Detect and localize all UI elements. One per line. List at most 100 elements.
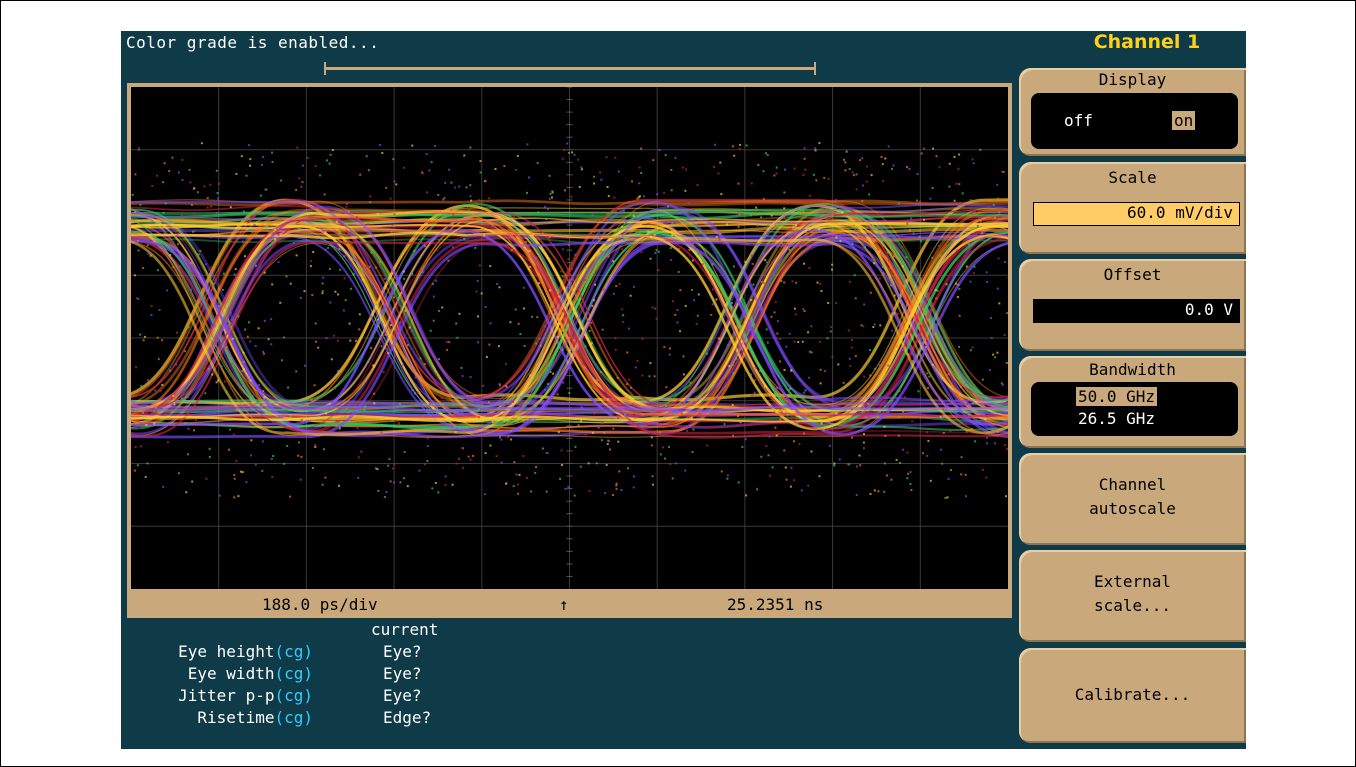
measurement-suffix: (cg)	[274, 642, 313, 661]
noise-speck	[916, 272, 919, 275]
noise-speck	[499, 436, 501, 439]
noise-speck	[335, 220, 338, 223]
noise-speck	[616, 376, 619, 379]
noise-speck	[865, 165, 868, 168]
display-on-option[interactable]: on	[1172, 111, 1196, 130]
external-scale-softkey[interactable]: External scale...	[1019, 550, 1246, 642]
noise-speck	[545, 217, 548, 220]
noise-speck	[779, 338, 782, 341]
trigger-position-marker[interactable]: ↑	[559, 595, 569, 614]
noise-speck	[599, 370, 602, 373]
noise-speck	[637, 196, 640, 199]
measurement-row[interactable]: Eye height(cg) Eye?	[121, 641, 421, 663]
noise-speck	[523, 260, 526, 263]
noise-speck	[785, 478, 788, 481]
noise-speck	[364, 266, 367, 268]
noise-speck	[971, 346, 974, 349]
noise-speck	[182, 332, 185, 335]
channel-autoscale-softkey[interactable]: Channel autoscale	[1019, 453, 1246, 545]
scale-field[interactable]: 60.0 mV/div	[1033, 202, 1240, 226]
noise-speck	[969, 199, 972, 202]
noise-speck	[793, 340, 796, 343]
noise-speck	[559, 477, 562, 480]
noise-speck	[668, 353, 671, 356]
noise-speck	[517, 483, 519, 486]
noise-speck	[475, 290, 478, 293]
noise-speck	[175, 401, 178, 404]
noise-speck	[874, 348, 877, 351]
noise-speck	[155, 406, 158, 409]
noise-speck	[874, 367, 877, 370]
bandwidth-softkey[interactable]: Bandwidth 50.0 GHz 26.5 GHz	[1019, 356, 1246, 448]
bandwidth-option-selected[interactable]: 50.0 GHz	[1076, 387, 1158, 406]
noise-speck	[463, 403, 466, 406]
offset-field[interactable]: 0.0 V	[1033, 299, 1240, 323]
measurement-row[interactable]: Jitter p-p(cg) Eye?	[121, 685, 421, 707]
noise-speck	[839, 239, 842, 242]
noise-speck	[456, 336, 459, 339]
noise-speck	[512, 485, 515, 487]
offset-softkey[interactable]: Offset 0.0 V	[1019, 259, 1246, 351]
noise-speck	[919, 200, 921, 203]
noise-speck	[863, 375, 866, 378]
noise-speck	[346, 202, 348, 205]
noise-speck	[691, 369, 694, 372]
noise-speck	[228, 448, 230, 451]
noise-speck	[948, 400, 951, 403]
noise-speck	[953, 199, 956, 202]
noise-speck	[328, 162, 331, 165]
noise-speck	[728, 317, 731, 320]
noise-speck	[671, 234, 674, 237]
display-softkey[interactable]: Display off on	[1019, 68, 1246, 156]
noise-speck	[277, 214, 280, 217]
noise-speck	[565, 339, 568, 342]
noise-speck	[898, 416, 901, 419]
noise-speck	[469, 146, 472, 149]
noise-speck	[904, 280, 907, 283]
noise-speck	[595, 462, 598, 465]
noise-speck	[354, 370, 357, 373]
display-toggle[interactable]: off on	[1031, 93, 1238, 149]
noise-speck	[470, 199, 473, 202]
noise-speck	[435, 373, 437, 376]
noise-speck	[701, 263, 704, 266]
display-off-option[interactable]: off	[1064, 111, 1093, 130]
noise-speck	[745, 144, 748, 147]
noise-speck	[568, 337, 571, 339]
noise-speck	[985, 271, 988, 274]
noise-speck	[567, 485, 570, 488]
noise-speck	[719, 161, 722, 164]
noise-speck	[736, 415, 739, 418]
noise-speck	[233, 496, 236, 499]
noise-speck	[773, 174, 776, 177]
noise-speck	[920, 337, 923, 340]
measurement-row[interactable]: Risetime(cg) Edge?	[121, 707, 431, 729]
noise-speck	[193, 313, 196, 316]
autoscale-label-line2: autoscale	[1089, 499, 1176, 518]
noise-speck	[878, 375, 881, 378]
noise-speck	[242, 368, 245, 370]
noise-speck	[659, 453, 662, 456]
noise-speck	[844, 161, 847, 164]
noise-speck	[321, 290, 324, 293]
noise-speck	[842, 381, 845, 384]
noise-speck	[250, 454, 252, 457]
calibrate-softkey[interactable]: Calibrate...	[1019, 648, 1246, 743]
measurement-row[interactable]: Eye width(cg) Eye?	[121, 663, 422, 685]
noise-speck	[882, 272, 885, 275]
noise-speck	[937, 395, 940, 398]
scale-softkey[interactable]: Scale 60.0 mV/div	[1019, 162, 1246, 254]
noise-speck	[622, 209, 625, 212]
bandwidth-selector[interactable]: 50.0 GHz 26.5 GHz	[1031, 382, 1238, 436]
noise-speck	[242, 210, 245, 213]
measurement-name: Eye width	[187, 664, 275, 683]
noise-speck	[389, 197, 392, 200]
noise-speck	[587, 462, 590, 465]
noise-speck	[790, 227, 793, 230]
noise-speck	[373, 402, 376, 405]
noise-speck	[577, 158, 580, 161]
noise-speck	[948, 162, 951, 165]
bandwidth-option[interactable]: 26.5 GHz	[1078, 409, 1156, 428]
noise-speck	[431, 487, 434, 490]
noise-speck	[234, 268, 237, 271]
